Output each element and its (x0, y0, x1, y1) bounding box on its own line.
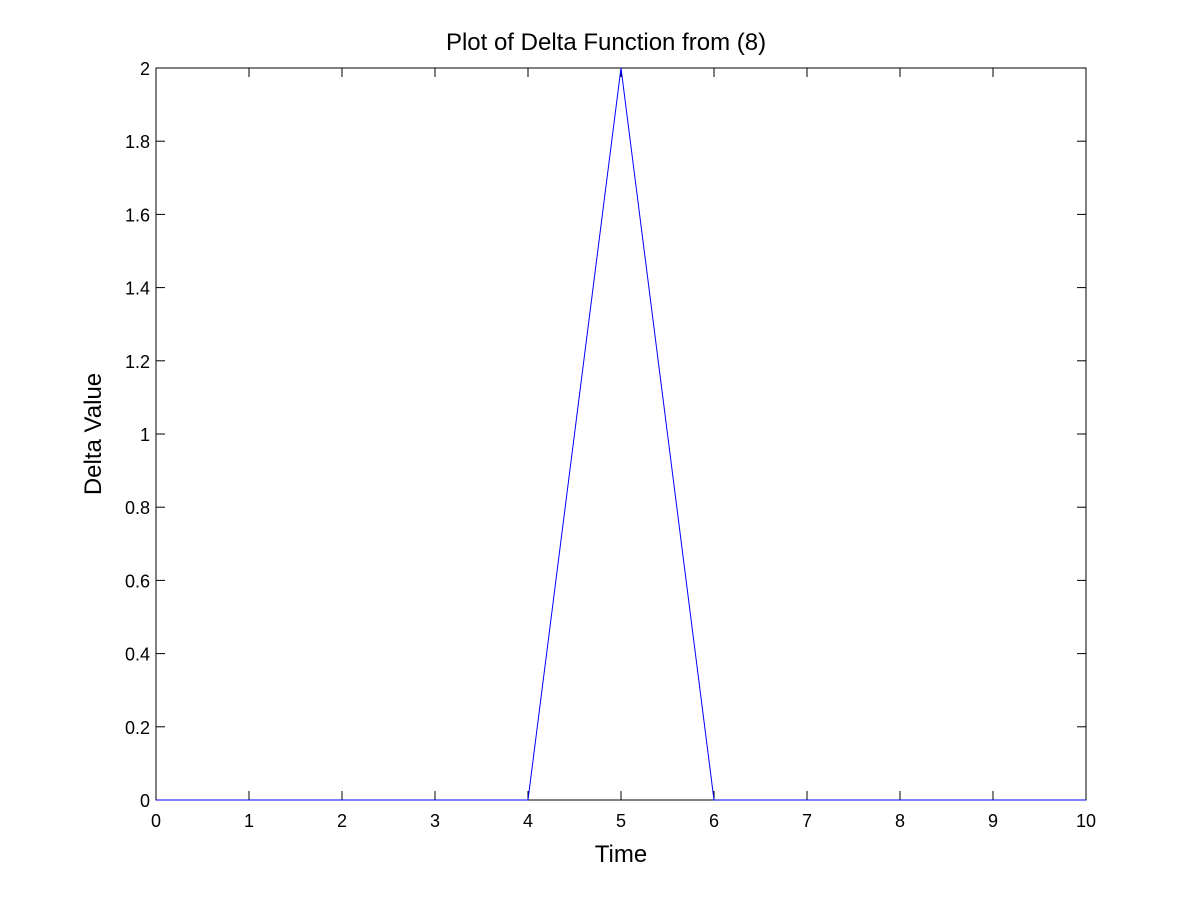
x-tick-label: 4 (523, 811, 533, 831)
y-axis-label: Delta Value (80, 373, 107, 495)
x-tick-label: 10 (1076, 811, 1096, 831)
y-tick-label: 1.4 (125, 279, 150, 299)
x-tick-label: 0 (151, 811, 161, 831)
series-layer (156, 67, 1086, 801)
x-tick-label: 7 (802, 811, 812, 831)
y-tick-label: 1.8 (125, 132, 150, 152)
y-tick-label: 0.4 (125, 645, 150, 665)
y-axis: 0 0.2 0.4 0.6 0.8 1 1.2 1.4 1.6 1.8 2 (125, 59, 1086, 811)
plot-area (155, 67, 1087, 801)
y-tick-label: 0.8 (125, 498, 150, 518)
y-tick-label: 0.6 (125, 571, 150, 591)
x-tick-label: 2 (337, 811, 347, 831)
y-tick-label: 1.6 (125, 205, 150, 225)
x-tick-label: 5 (616, 811, 626, 831)
x-tick-label: 8 (895, 811, 905, 831)
chart-title: Plot of Delta Function from (8) (446, 29, 766, 56)
y-tick-label: 0.2 (125, 718, 150, 738)
y-tick-label: 1 (140, 425, 150, 445)
x-tick-label: 1 (244, 811, 254, 831)
series-line (156, 67, 1086, 801)
x-tick-label: 6 (709, 811, 719, 831)
y-tick-label: 2 (140, 59, 150, 79)
x-tick-label: 3 (430, 811, 440, 831)
y-tick-label: 1.2 (125, 352, 150, 372)
y-tick-label: 0 (140, 791, 150, 811)
x-axis-label: Time (595, 841, 647, 868)
x-tick-label: 9 (988, 811, 998, 831)
